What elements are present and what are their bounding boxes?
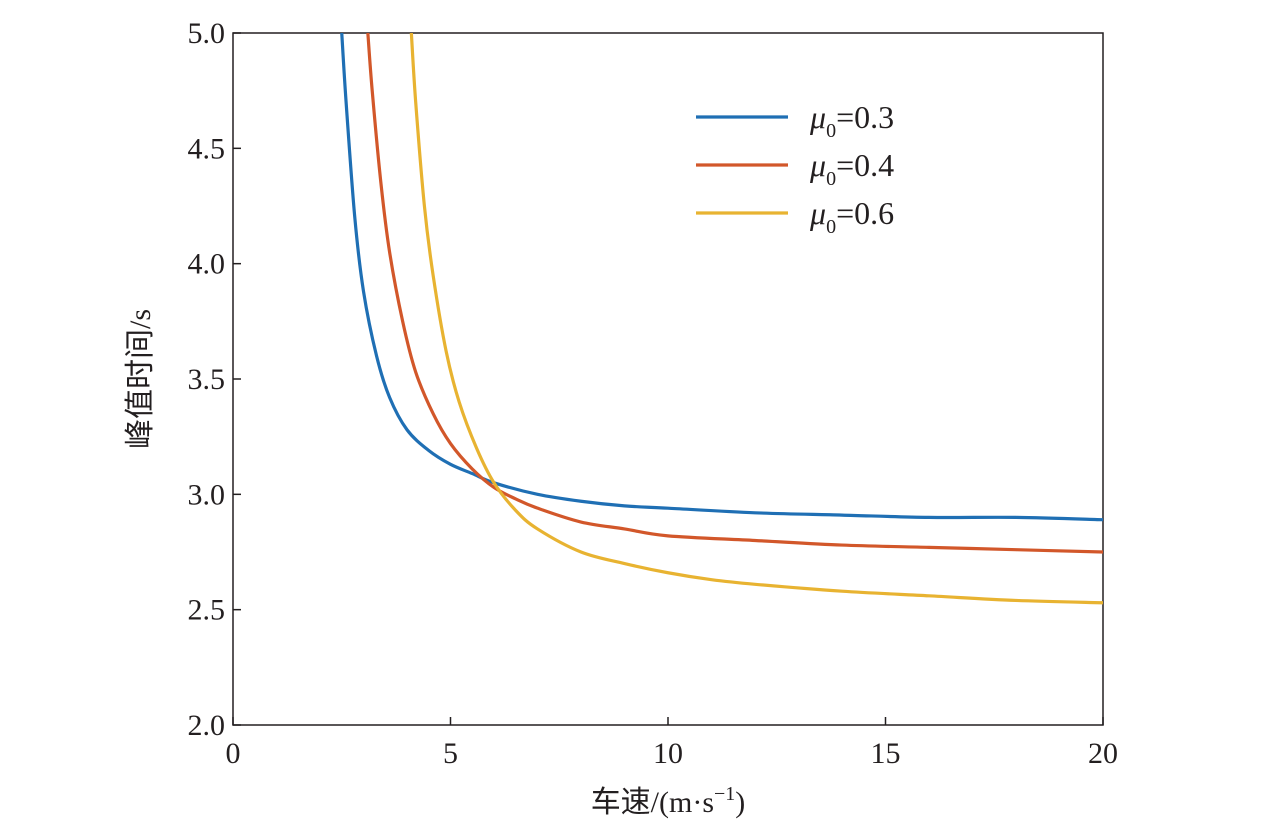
y-tick-label-1: 2.5 xyxy=(188,594,226,627)
x-tick-label-1: 5 xyxy=(443,737,458,770)
x-axis-title-main: 车速/(m·s xyxy=(591,786,714,819)
legend-label-0: μ0=0.3 xyxy=(809,99,894,142)
series-line-0 xyxy=(340,33,1103,522)
y-tick-label-6: 5.0 xyxy=(188,17,226,50)
ticks-layer: 0 5 10 15 20 2.0 2.5 3.0 3.5 4.0 4.5 5.0 xyxy=(188,17,1119,770)
series-layer xyxy=(340,33,1103,605)
legend-label-symbol-0: μ xyxy=(809,99,826,135)
plot-area xyxy=(232,32,1104,726)
legend-label-symbol-1: μ xyxy=(809,147,826,183)
legend-label-sub-2: 0 xyxy=(826,216,836,238)
legend-label-1: μ0=0.4 xyxy=(809,147,894,190)
legend-label-value-1: =0.4 xyxy=(836,147,894,183)
series-line-2 xyxy=(409,33,1103,605)
x-tick-label-2: 10 xyxy=(653,737,683,770)
x-axis-title-close: ) xyxy=(735,786,745,819)
y-tick-label-5: 4.5 xyxy=(188,132,226,165)
x-tick-label-0: 0 xyxy=(226,737,241,770)
x-tick-label-3: 15 xyxy=(871,737,901,770)
legend-label-value-2: =0.6 xyxy=(836,195,894,231)
legend-label-value-0: =0.3 xyxy=(836,99,894,135)
x-axis-title: 车速/(m·s−1) xyxy=(591,783,746,819)
y-tick-label-4: 4.0 xyxy=(188,248,226,281)
series-line-1 xyxy=(366,33,1103,554)
legend-label-sub-0: 0 xyxy=(826,120,836,142)
x-axis-title-sup: −1 xyxy=(714,783,735,805)
y-tick-label-0: 2.0 xyxy=(188,709,226,742)
legend: μ0=0.3μ0=0.4μ0=0.6 xyxy=(696,99,894,238)
y-tick-label-2: 3.0 xyxy=(188,478,226,511)
axes-frame xyxy=(232,32,1104,726)
y-axis-title: 峰值时间/s xyxy=(124,309,157,449)
legend-label-symbol-2: μ xyxy=(809,195,826,231)
y-tick-label-3: 3.5 xyxy=(188,363,226,396)
legend-label-sub-1: 0 xyxy=(826,168,836,190)
x-tick-label-4: 20 xyxy=(1088,737,1118,770)
legend-label-2: μ0=0.6 xyxy=(809,195,894,238)
